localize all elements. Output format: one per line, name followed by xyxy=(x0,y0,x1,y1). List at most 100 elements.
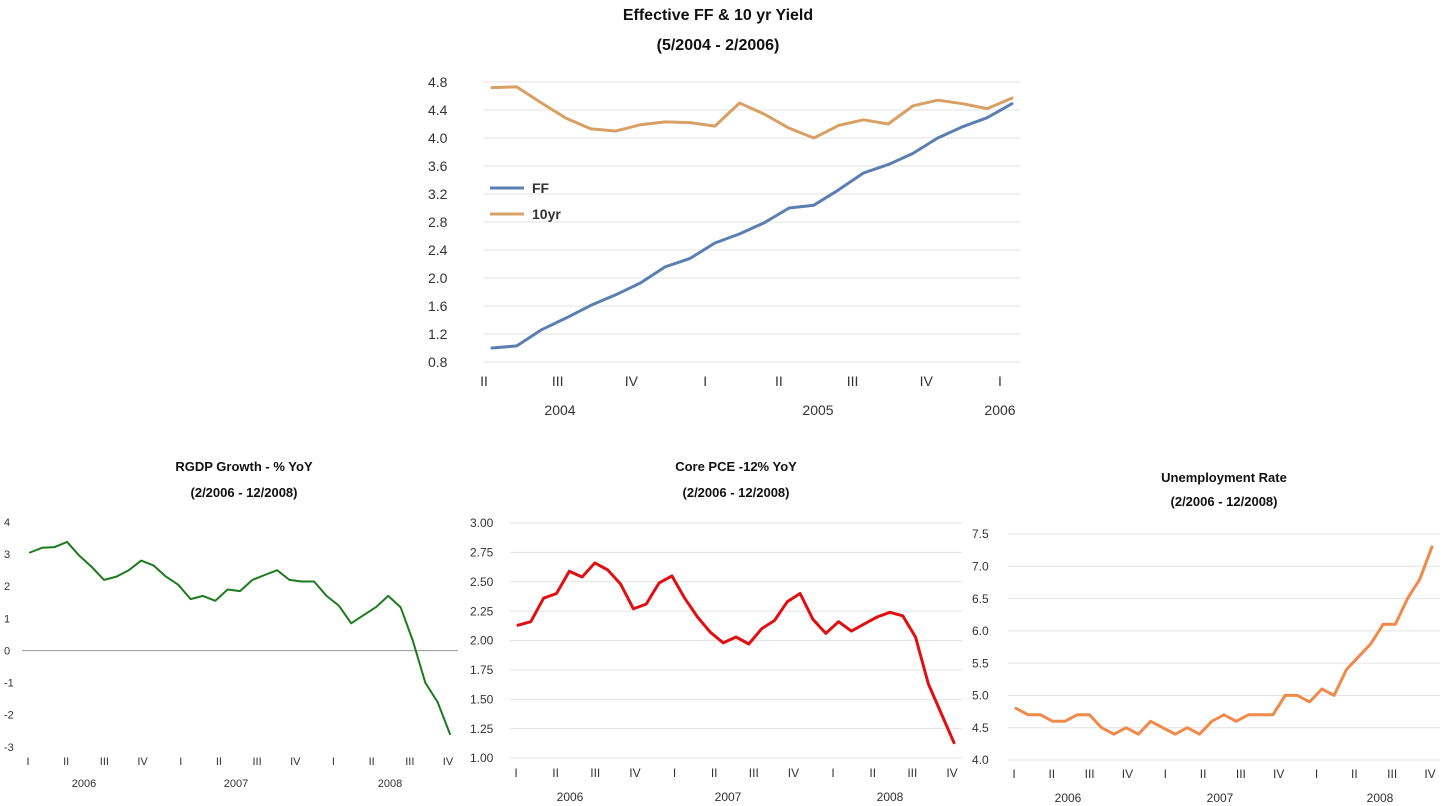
y-tick-label: 3.2 xyxy=(428,186,448,202)
y-tick-label: 1.2 xyxy=(428,326,448,342)
x-quarter-label: I xyxy=(1315,767,1318,781)
y-tick-label: -3 xyxy=(4,742,14,754)
x-quarter-label: I xyxy=(831,766,834,780)
x-quarter-label: IV xyxy=(1424,767,1435,781)
x-quarter-label: IV xyxy=(946,766,957,780)
series-line-10yr xyxy=(490,85,1014,140)
y-tick-label: 4.0 xyxy=(972,753,989,767)
y-tick-label: 2 xyxy=(4,581,10,593)
x-quarter-label: III xyxy=(749,766,759,780)
series-line-ff xyxy=(490,102,1014,350)
y-tick-label: 7.5 xyxy=(972,527,989,541)
y-tick-label: 1.50 xyxy=(470,692,494,706)
y-tick-label: 1.6 xyxy=(428,298,448,314)
y-tick-label: 2.4 xyxy=(428,242,448,258)
chart-core-pce: Core PCE -12% YoY (2/2006 - 12/2008) 1.00 1… xyxy=(470,450,970,806)
legend-label: 10yr xyxy=(532,206,561,222)
chart-svg: Unemployment Rate (2/2006 - 12/2008) 4.0 4.… xyxy=(972,470,1440,805)
y-tick-label: 2.00 xyxy=(470,634,494,648)
x-quarter-label: IV xyxy=(1273,767,1284,781)
chart-ff-10yr: Effective FF & 10 yr Yield (5/2004 - 2/20… xyxy=(420,0,1040,426)
x-quarter-label: III xyxy=(847,373,859,389)
x-year-label: 2007 xyxy=(224,778,248,790)
x-quarter-label: III xyxy=(1387,767,1397,781)
y-tick-label: 3 xyxy=(4,549,10,561)
x-quarter-label: I xyxy=(1012,767,1015,781)
x-quarter-label: I xyxy=(998,373,1002,389)
x-year-label: 2008 xyxy=(1367,791,1394,805)
y-tick-label: 5.5 xyxy=(972,656,989,670)
series-line-rgdp xyxy=(29,540,451,736)
x-year-label: 2006 xyxy=(1055,791,1082,805)
series-line-pce xyxy=(516,561,956,745)
y-tick-label: 0.8 xyxy=(428,354,448,370)
y-tick-label: 3.6 xyxy=(428,158,448,174)
y-tick-label: 0 xyxy=(4,645,10,657)
y-tick-label: 4.8 xyxy=(428,74,448,90)
y-tick-label: 7.0 xyxy=(972,559,989,573)
y-tick-label: 4 xyxy=(4,517,10,529)
chart-subtitle: (2/2006 - 12/2008) xyxy=(1171,494,1278,509)
x-quarter-label: II xyxy=(552,766,559,780)
y-tick-label: 2.8 xyxy=(428,214,448,230)
x-quarter-label: II xyxy=(1200,767,1207,781)
y-tick-label: 2.0 xyxy=(428,270,448,286)
x-quarter-label: II xyxy=(63,756,69,768)
y-tick-label: -2 xyxy=(4,710,14,722)
y-tick-label: 3.00 xyxy=(470,516,494,530)
x-quarter-label: IV xyxy=(625,373,639,389)
y-tick-label: 4.4 xyxy=(428,102,448,118)
x-quarter-label: IV xyxy=(788,766,799,780)
chart-svg: Effective FF & 10 yr Yield (5/2004 - 2/20… xyxy=(428,7,1020,418)
y-tick-label: 2.25 xyxy=(470,604,494,618)
chart-title: Unemployment Rate xyxy=(1161,470,1287,485)
y-tick-label: 4.0 xyxy=(428,130,448,146)
chart-subtitle: (5/2004 - 2/2006) xyxy=(657,37,780,54)
chart-subtitle: (2/2006 - 12/2008) xyxy=(191,485,298,500)
x-quarter-label: I xyxy=(332,756,335,768)
x-quarter-label: IV xyxy=(1122,767,1133,781)
y-tick-label: 6.0 xyxy=(972,624,989,638)
x-quarter-label: II xyxy=(775,373,783,389)
x-quarter-label: III xyxy=(1236,767,1246,781)
y-tick-label: 2.75 xyxy=(470,546,494,560)
x-quarter-label: III xyxy=(1085,767,1095,781)
chart-subtitle: (2/2006 - 12/2008) xyxy=(683,485,790,500)
x-year-label: 2008 xyxy=(378,778,402,790)
chart-svg: Core PCE -12% YoY (2/2006 - 12/2008) 1.00 1… xyxy=(470,459,962,804)
y-tick-label: 1.25 xyxy=(470,722,494,736)
y-tick-label: 5.0 xyxy=(972,689,989,703)
chart-svg: RGDP Growth - % YoY (2/2006 - 12/2008) -3 -… xyxy=(4,459,458,790)
chart-title: RGDP Growth - % YoY xyxy=(175,459,313,474)
chart-unemployment-rate: Unemployment Rate (2/2006 - 12/2008) 4.0 4.… xyxy=(970,450,1456,806)
chart-title: Core PCE -12% YoY xyxy=(675,459,797,474)
x-quarter-label: III xyxy=(552,373,564,389)
x-quarter-label: III xyxy=(253,756,262,768)
x-quarter-label: I xyxy=(514,766,517,780)
x-quarter-label: II xyxy=(480,373,488,389)
x-year-label: 2008 xyxy=(877,790,904,804)
x-year-label: 2007 xyxy=(715,790,742,804)
x-quarter-label: II xyxy=(1048,767,1055,781)
x-quarter-label: III xyxy=(907,766,917,780)
x-quarter-label: II xyxy=(711,766,718,780)
y-tick-label: 6.5 xyxy=(972,592,989,606)
y-tick-label: 1.00 xyxy=(470,751,494,765)
x-quarter-label: I xyxy=(179,756,182,768)
chart-title: Effective FF & 10 yr Yield xyxy=(623,7,813,24)
series-line-unemp xyxy=(1014,545,1434,736)
x-quarter-label: I xyxy=(26,756,29,768)
x-quarter-label: IV xyxy=(629,766,640,780)
x-quarter-label: II xyxy=(869,766,876,780)
y-tick-label: 1 xyxy=(4,613,10,625)
x-year-label: 2006 xyxy=(557,790,584,804)
legend-label: FF xyxy=(532,180,550,196)
x-quarter-label: I xyxy=(703,373,707,389)
x-year-label: 2006 xyxy=(72,778,96,790)
x-year-label: 2004 xyxy=(544,402,575,418)
x-quarter-label: IV xyxy=(290,756,301,768)
x-quarter-label: II xyxy=(369,756,375,768)
y-tick-label: 2.50 xyxy=(470,575,494,589)
x-quarter-label: III xyxy=(590,766,600,780)
x-quarter-label: IV xyxy=(137,756,148,768)
